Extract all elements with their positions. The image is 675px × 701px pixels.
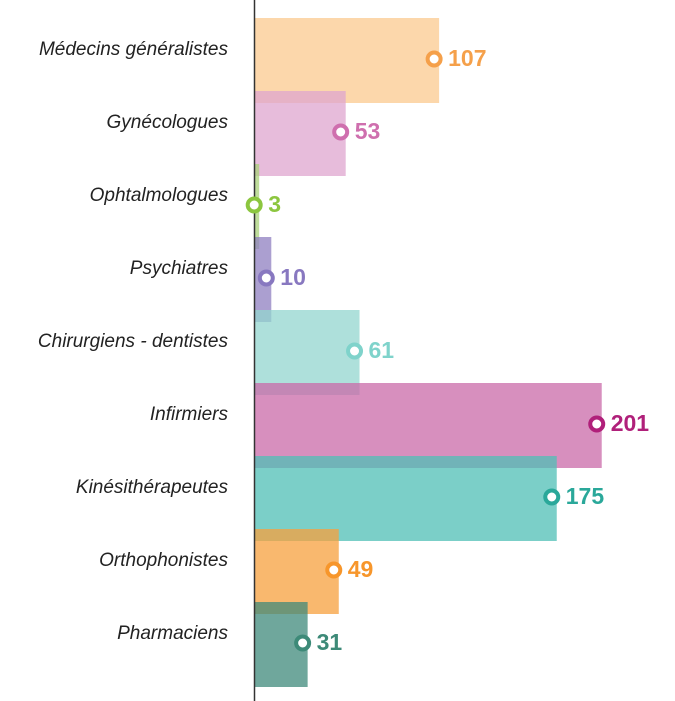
value-label: 107: [448, 45, 486, 71]
value-marker: [294, 634, 312, 652]
category-label: Orthophonistes: [99, 550, 228, 571]
value-label: 10: [280, 264, 306, 290]
category-label: Chirurgiens - dentistes: [38, 331, 229, 352]
value-label: 31: [317, 629, 343, 655]
category-label: Médecins généralistes: [39, 39, 229, 60]
category-label: Gynécologues: [107, 112, 229, 133]
value-label: 3: [268, 191, 281, 217]
value-marker: [588, 415, 606, 433]
category-label: Infirmiers: [150, 404, 229, 425]
category-label: Kinésithérapeutes: [76, 477, 229, 498]
bar: [254, 91, 346, 176]
value-marker: [245, 196, 263, 214]
labels: Médecins généralistes 107 Gynécologues 53 Op…: [38, 39, 649, 655]
value-marker: [346, 342, 364, 360]
value-marker: [325, 561, 343, 579]
value-marker: [425, 50, 443, 68]
value-label: 49: [348, 556, 374, 582]
category-label: Psychiatres: [130, 258, 229, 279]
category-label: Pharmaciens: [117, 623, 228, 644]
value-marker: [543, 488, 561, 506]
value-label: 61: [369, 337, 395, 363]
bar: [254, 18, 440, 103]
bars: [254, 18, 602, 687]
bar: [254, 456, 557, 541]
bar: [254, 383, 602, 468]
value-label: 53: [355, 118, 381, 144]
category-label: Ophtalmologues: [90, 185, 229, 206]
value-marker: [332, 123, 350, 141]
bar: [254, 310, 360, 395]
value-label: 201: [611, 410, 650, 436]
value-marker: [257, 269, 275, 287]
value-label: 175: [566, 483, 605, 509]
bar: [254, 529, 339, 614]
